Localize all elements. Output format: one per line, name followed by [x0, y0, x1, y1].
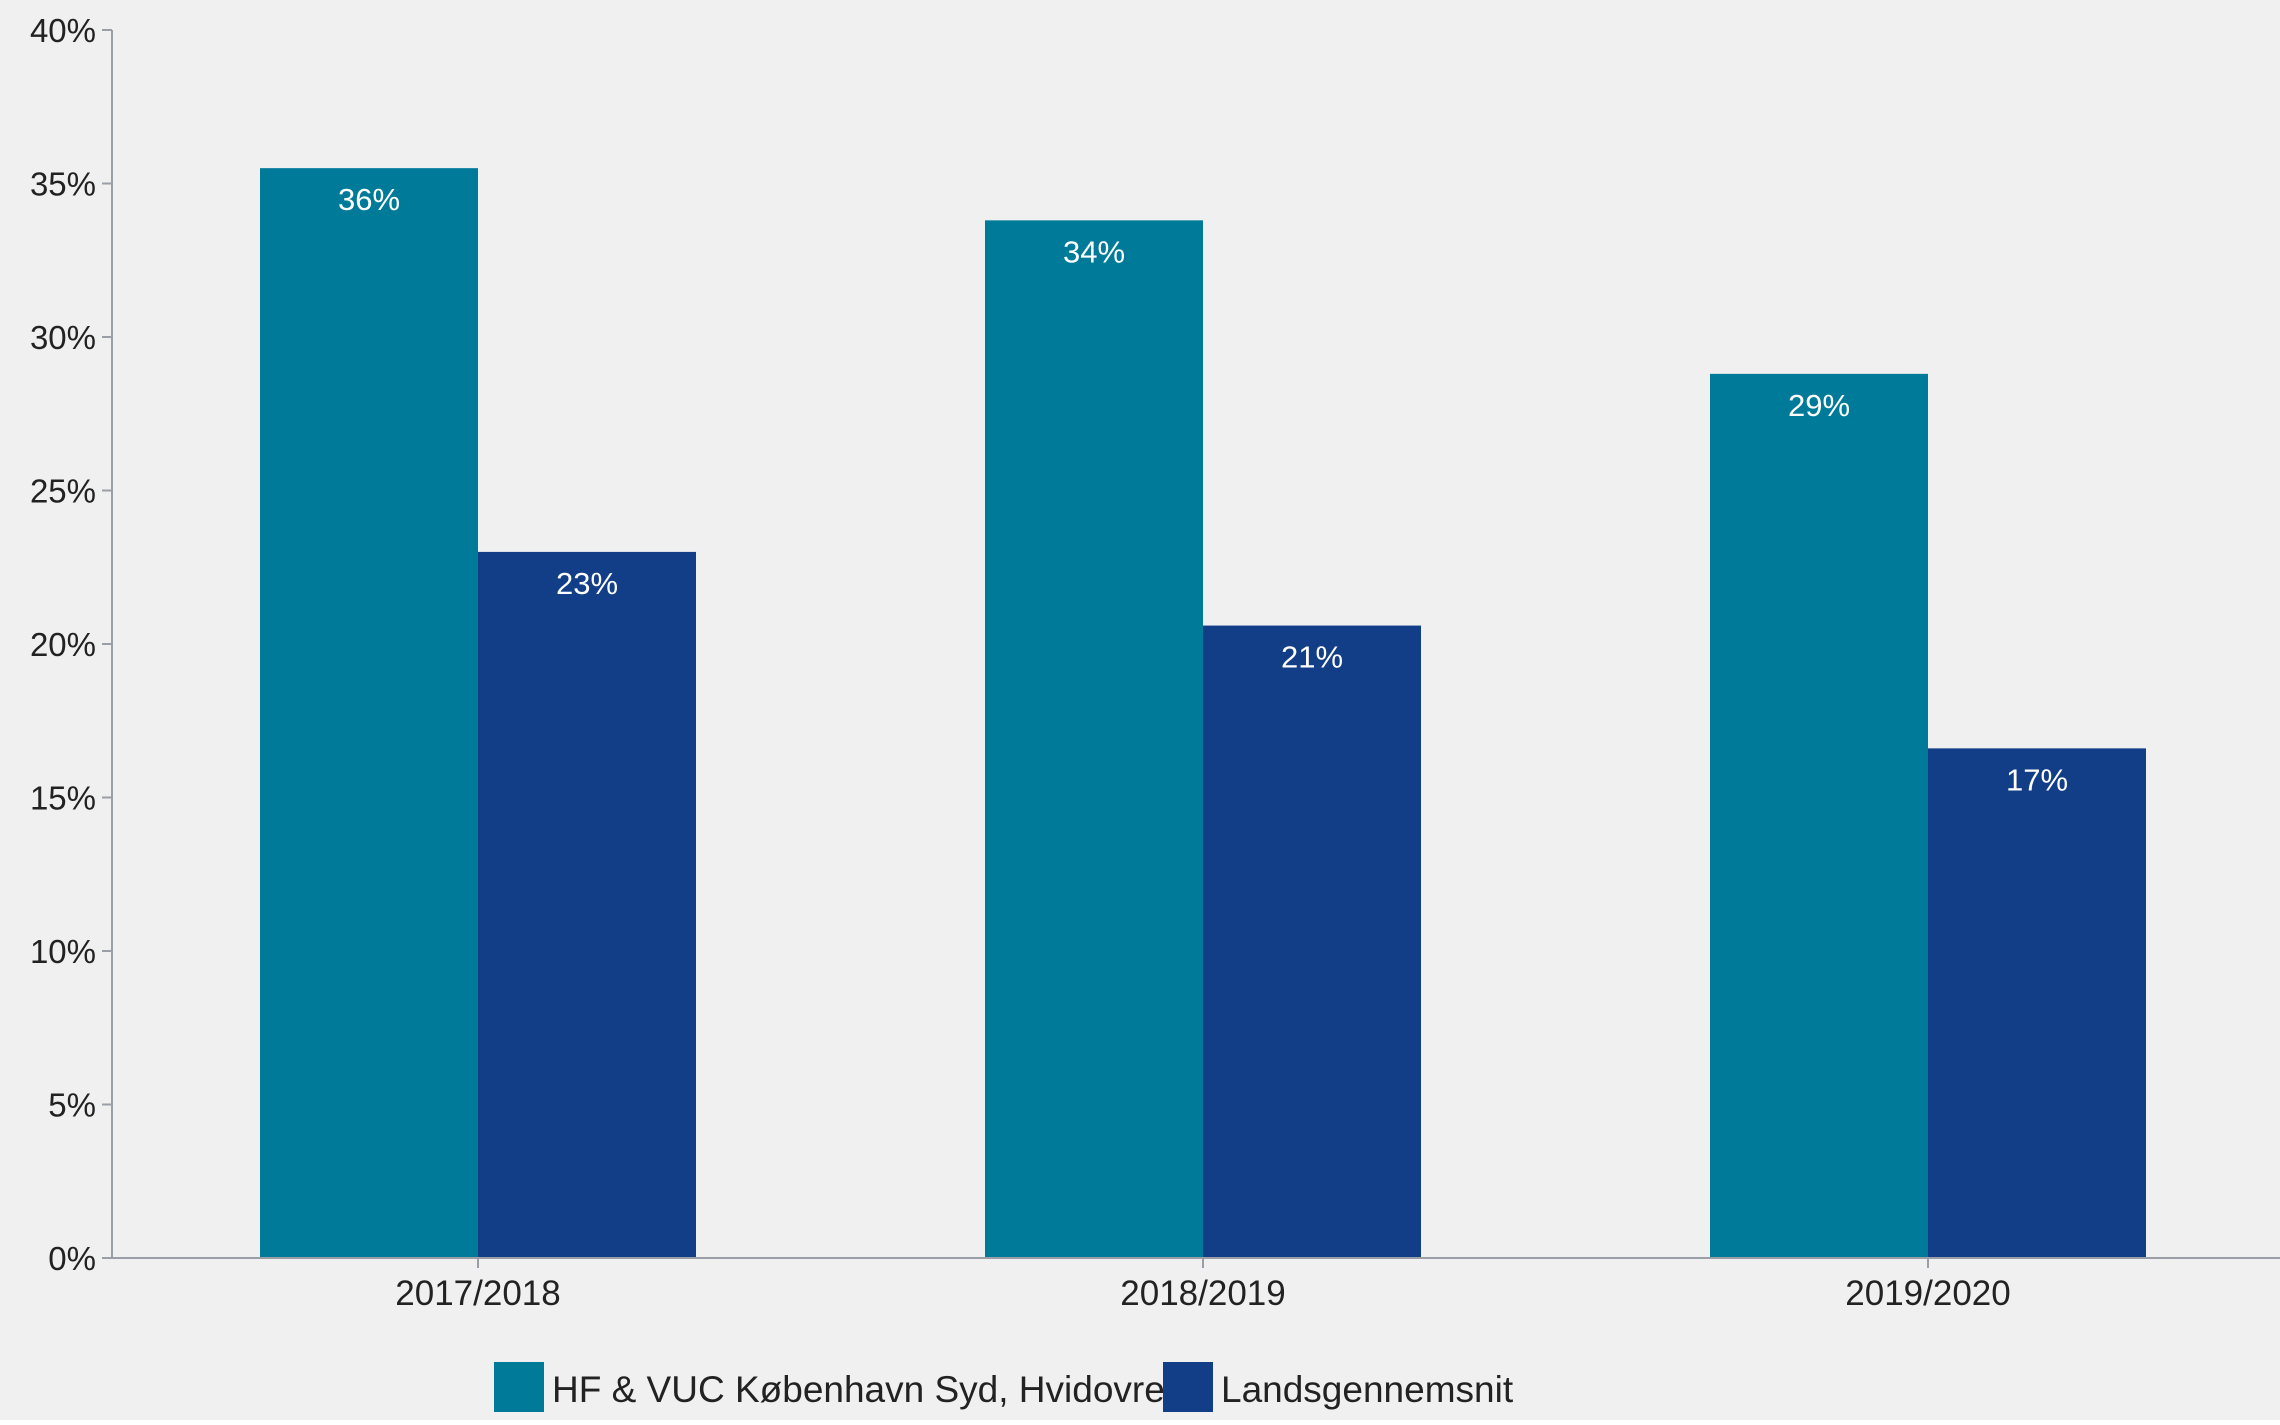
legend-swatch: [1163, 1362, 1213, 1412]
x-tick-label: 2017/2018: [395, 1274, 560, 1313]
bar: [1710, 373, 1928, 1259]
y-tick-label: 30%: [30, 319, 96, 356]
y-tick-label: 15%: [30, 780, 96, 817]
bar-value-label: 36%: [338, 182, 400, 217]
x-tick-label: 2018/2019: [1120, 1274, 1285, 1313]
bar: [478, 551, 696, 1258]
y-tick-label: 5%: [48, 1087, 96, 1124]
legend-swatch: [494, 1362, 544, 1412]
y-tick-label: 40%: [30, 12, 96, 49]
y-tick-label: 0%: [48, 1240, 96, 1277]
legend-label: Landsgennemsnit: [1221, 1369, 1514, 1410]
legend: HF & VUC København Syd, Hvidovre Landsgen…: [494, 1362, 1514, 1412]
bar-value-label: 29%: [1788, 388, 1850, 423]
bar: [985, 220, 1203, 1259]
bar-value-label: 34%: [1063, 234, 1125, 269]
bar: [1203, 625, 1421, 1258]
bar-value-label: 17%: [2006, 762, 2068, 797]
y-tick-label: 20%: [30, 626, 96, 663]
labels-layer: 36% 23% 2017/2018 34% 21% 2018/2019 29% 17% 2019…: [30, 12, 2068, 1313]
y-tick-label: 35%: [30, 166, 96, 203]
x-tick-label: 2019/2020: [1845, 1274, 2010, 1313]
bar: [1928, 748, 2146, 1258]
axes-layer: [102, 29, 2280, 1268]
bar-value-label: 23%: [556, 566, 618, 601]
y-tick-label: 25%: [30, 473, 96, 510]
bar-value-label: 21%: [1281, 640, 1343, 675]
bar: [260, 168, 478, 1258]
y-tick-label: 10%: [30, 933, 96, 970]
legend-label: HF & VUC København Syd, Hvidovre: [552, 1369, 1165, 1410]
bars-layer: [260, 168, 2146, 1259]
